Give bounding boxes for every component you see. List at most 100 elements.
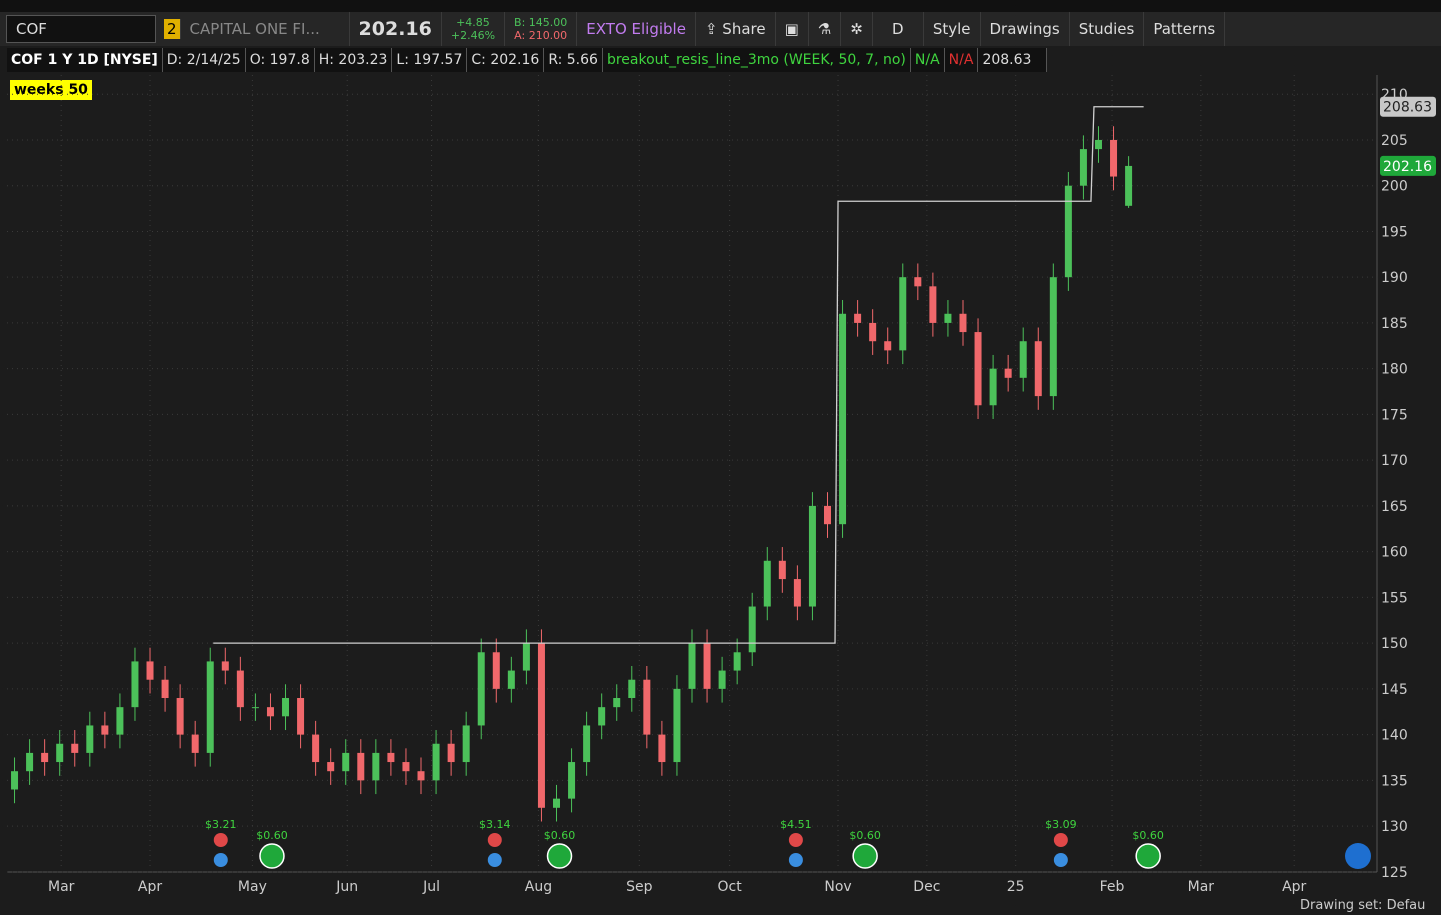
candle-body [1079,149,1087,186]
x-tick-label: Mar [48,879,75,895]
candle-body [221,661,229,671]
drawings-button[interactable]: Drawings [981,12,1070,46]
study-value: 208.63 [978,48,1048,72]
earnings-icon [1053,833,1068,847]
dividend-icon [546,843,573,869]
y-tick-label: 160 [1381,545,1408,561]
studies-button[interactable]: Studies [1070,12,1145,46]
info-low: L: 197.57 [392,48,468,72]
study-line [213,106,1144,644]
candle-body [658,734,666,763]
y-tick-label: 125 [1381,865,1408,881]
info-range: R: 5.66 [544,48,603,72]
y-tick-label: 180 [1381,362,1408,378]
candle-body [41,752,49,763]
earnings-label: $3.14 [479,818,511,831]
patterns-button[interactable]: Patterns [1144,12,1226,46]
candle-body [191,734,199,753]
link-badge[interactable]: 2 [164,19,181,39]
last-price: 202.16 [350,12,442,46]
info-close: C: 202.16 [467,48,545,72]
y-tick-label: 150 [1381,636,1408,652]
icon-button[interactable]: ✲ [841,12,873,46]
x-tick-label: Oct [718,879,743,895]
y-tick-label: 165 [1381,499,1408,515]
dividend-icon [259,843,285,869]
info-open: O: 197.8 [245,48,315,72]
earnings-label: $4.51 [780,818,812,831]
y-tick-label: 195 [1381,224,1408,240]
x-tick-label: Feb [1100,879,1125,895]
earnings-label: $3.21 [205,818,237,831]
candle-body [1064,185,1072,278]
candle-body [959,313,967,333]
share-button[interactable]: ⇪ Share [696,12,776,46]
candle-body [703,643,711,689]
y-tick-label: 185 [1381,316,1408,332]
candle-body [477,652,485,726]
study-na: N/A [910,48,945,72]
candle-body [583,725,591,763]
dividend-label: $0.60 [849,829,881,842]
candle-body [11,771,19,790]
y-tick-label: 155 [1381,590,1408,606]
x-tick-label: 25 [1007,879,1025,895]
y-tick-label: 190 [1381,270,1408,286]
tab-strip [0,0,1441,12]
candle-body [778,560,786,580]
candle-body [282,698,290,717]
candle-body [266,707,274,717]
help-button[interactable] [1345,843,1371,869]
drawing-set[interactable]: Drawing set: Defau [1300,898,1426,913]
earnings-icon [788,833,803,847]
candle-body [793,579,801,607]
candle-body [161,679,169,699]
candle-body [116,707,124,735]
candle-body [914,277,922,287]
candle-body [176,698,184,735]
candle-body [236,670,244,708]
earnings-icon [788,853,803,867]
icon-button[interactable]: ⚗ [809,12,842,46]
x-tick-label: Jun [335,879,358,895]
candle-body [417,771,425,781]
x-tick-label: Jul [422,879,440,895]
earnings-label: $3.09 [1045,818,1077,831]
candle-body [492,652,500,689]
share-label: Share [722,20,766,38]
y-tick-label: 200 [1381,179,1408,195]
toolbar: COF 2 CAPITAL ONE FI... 202.16 +4.85 +2.4… [0,12,1441,46]
dividend-label: $0.60 [544,829,576,842]
candle-body [839,313,847,525]
earnings-icon [487,833,502,847]
candle-body [522,643,530,671]
candle-body [131,661,139,708]
candle-body [718,670,726,689]
candle-body [432,743,440,781]
candle-body [537,643,545,808]
icon-button[interactable]: ▣ [776,12,809,46]
style-button[interactable]: Style [924,12,981,46]
candle-body [387,752,395,763]
info-title: COF 1 Y 1D [NYSE] [7,48,163,72]
candle-body [447,743,455,763]
candle-body [1049,277,1057,397]
dividend-label: $0.60 [256,829,288,842]
exto[interactable]: EXTO Eligible [577,12,696,46]
y-tick-label: 130 [1381,819,1408,835]
candle-body [628,679,636,699]
candle-body [989,368,997,406]
candle-body [673,688,681,763]
symbol-box[interactable]: COF [6,15,156,43]
study-name: breakout_resis_line_3mo (WEEK, 50, 7, no… [602,48,911,72]
candle-body [733,652,741,671]
y-tick-label: 170 [1381,453,1408,469]
period-button[interactable]: D [873,12,924,46]
x-tick-label: Aug [525,879,552,895]
candle-body [402,762,410,772]
change-abs: +4.85 [456,16,490,29]
earnings-icon [213,833,228,847]
earnings-icon [487,853,502,867]
candle-body [251,707,259,709]
